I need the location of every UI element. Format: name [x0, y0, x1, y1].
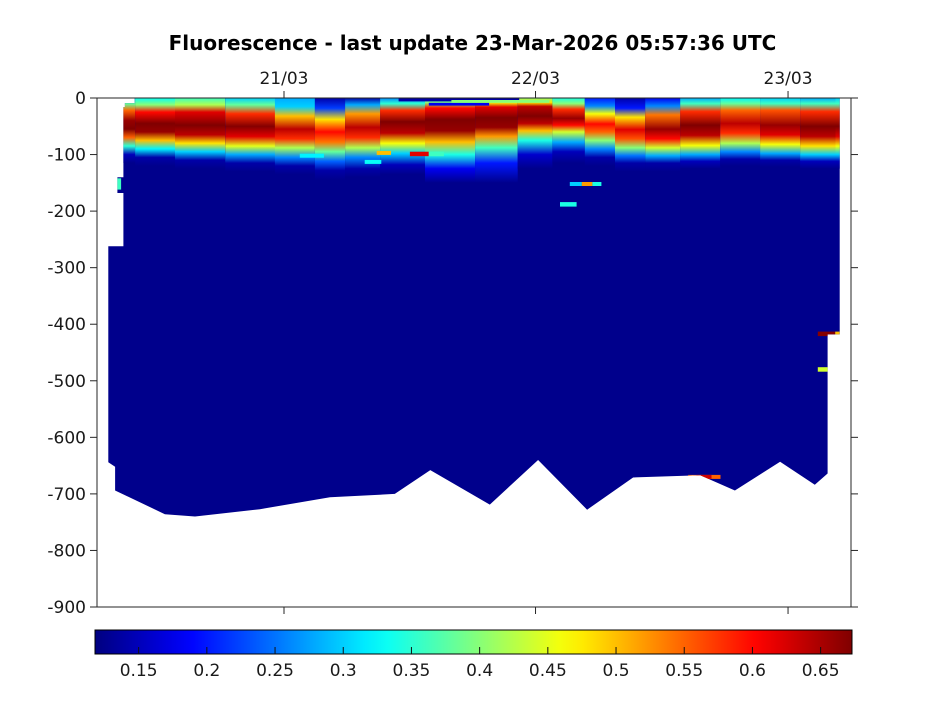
anomaly-streak — [376, 150, 391, 155]
anomaly-streak — [451, 100, 550, 103]
y-tick-label: 0 — [75, 89, 86, 109]
band-column — [108, 98, 136, 163]
anomaly-streak — [817, 331, 836, 337]
band-column — [615, 98, 646, 172]
colorbar-tick-label: 0.4 — [466, 661, 493, 681]
chart-title: Fluorescence - last update 23-Mar-2026 0… — [168, 31, 777, 55]
band-column — [425, 98, 476, 183]
band-column — [720, 98, 761, 166]
band-column — [517, 98, 553, 169]
colorbar-tick-label: 0.65 — [802, 661, 840, 681]
band-column — [584, 98, 615, 166]
colorbar-tick-label: 0.35 — [393, 661, 431, 681]
colorbar-tick-label: 0.55 — [665, 661, 703, 681]
anomaly-streak — [581, 182, 593, 186]
colorbar-tick-label: 0.5 — [603, 661, 630, 681]
anomaly-streak — [569, 182, 582, 186]
x-tick-label: 22/03 — [511, 69, 560, 89]
colorbar-tick-label: 0.2 — [193, 661, 220, 681]
band-column — [274, 98, 315, 175]
anomaly-streak — [398, 98, 520, 102]
y-tick-label: -100 — [47, 146, 86, 166]
axes: 21/03 22/03 23/03 0 -100 -200 -300 -400 -500 -600… — [47, 69, 858, 618]
band-column — [175, 98, 226, 169]
y-tick-label: -800 — [47, 541, 86, 561]
colorbar-tick-label: 0.45 — [529, 661, 567, 681]
colorbar: 0.15 0.2 0.25 0.3 0.35 0.4 0.45 0.5 0.55 0.6 0.65 — [94, 629, 853, 681]
anomaly-streak — [112, 178, 122, 190]
y-tick-label: -600 — [47, 428, 86, 448]
band-column — [835, 98, 840, 169]
heatmap-pixels — [108, 98, 840, 517]
y-tick-label: -400 — [47, 315, 86, 335]
colorbar-tick-label: 0.15 — [120, 661, 158, 681]
band-column — [760, 98, 801, 167]
x-tick-label: 21/03 — [259, 69, 308, 89]
colorbar-tick-label: 0.25 — [256, 661, 294, 681]
axes-box — [96, 97, 852, 608]
anomaly-streak — [696, 474, 712, 479]
band-column — [552, 98, 585, 163]
anomaly-streak — [428, 102, 490, 106]
anomaly-streak — [428, 151, 444, 157]
colorbar-tick-label: 0.6 — [739, 661, 766, 681]
heatmap-data-region — [108, 98, 840, 517]
anomaly-streak — [592, 182, 602, 186]
anomaly-streak — [560, 202, 577, 207]
band-column — [225, 98, 275, 172]
band-column — [680, 98, 721, 169]
band-column — [135, 98, 176, 166]
y-tick-label: -700 — [47, 485, 86, 505]
y-tick-label: -300 — [47, 259, 86, 279]
band-column — [314, 98, 346, 180]
y-tick-label: -500 — [47, 372, 86, 392]
band-column — [345, 98, 381, 178]
anomaly-streak — [409, 151, 429, 157]
x-tick-label: 23/03 — [764, 69, 813, 89]
band-column — [380, 98, 425, 175]
band-column — [645, 98, 681, 172]
band-column — [800, 98, 836, 169]
anomaly-streak — [299, 153, 324, 158]
band-column — [475, 98, 518, 183]
anomaly-streak — [364, 159, 382, 164]
y-tick-label: -200 — [47, 202, 86, 222]
colorbar-gradient — [94, 629, 853, 655]
colorbar-tick-label: 0.3 — [330, 661, 357, 681]
anomaly-streak — [817, 367, 830, 372]
y-tick-label: -900 — [47, 598, 86, 618]
anomaly-streak — [835, 331, 840, 337]
